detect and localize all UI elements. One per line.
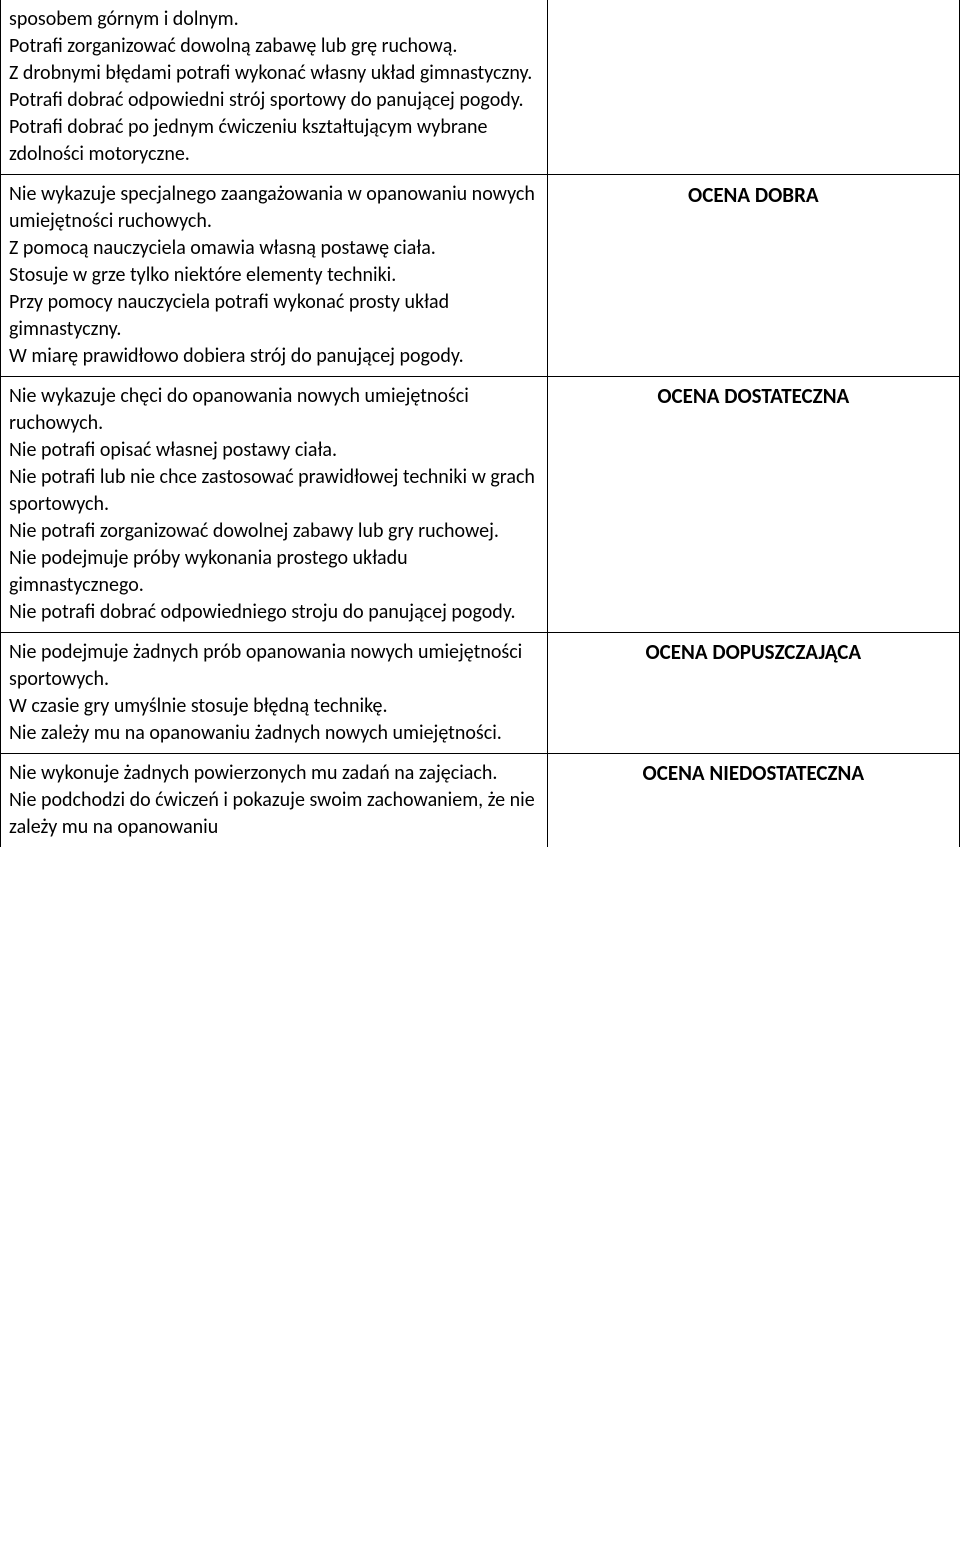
grade-label: OCENA DOSTATECZNA [556, 383, 951, 410]
grade-label: OCENA DOBRA [556, 181, 951, 209]
grade-label: OCENA DOPUSZCZAJĄCA [556, 639, 951, 666]
table-row: Nie wykazuje chęci do opanowania nowych … [1, 377, 960, 633]
table-row: sposobem górnym i dolnym. Potrafi zorgan… [1, 0, 960, 175]
grade-label: OCENA NIEDOSTATECZNA [556, 760, 951, 787]
criteria-text: Nie wykonuje żadnych powierzonych mu zad… [9, 760, 539, 841]
grading-table: sposobem górnym i dolnym. Potrafi zorgan… [0, 0, 960, 847]
criteria-cell: Nie wykazuje specjalnego zaangażowania w… [1, 175, 548, 377]
criteria-cell: Nie wykonuje żadnych powierzonych mu zad… [1, 754, 548, 848]
table-row: Nie podejmuje żadnych prób opanowania no… [1, 633, 960, 754]
criteria-cell: sposobem górnym i dolnym. Potrafi zorgan… [1, 0, 548, 175]
criteria-text: Nie podejmuje żadnych prób opanowania no… [9, 639, 539, 747]
criteria-cell: Nie wykazuje chęci do opanowania nowych … [1, 377, 548, 633]
criteria-text: sposobem górnym i dolnym. Potrafi zorgan… [9, 6, 539, 168]
grade-cell: OCENA DOBRA [547, 175, 959, 377]
criteria-text: Nie wykazuje chęci do opanowania nowych … [9, 383, 539, 626]
table-row: Nie wykazuje specjalnego zaangażowania w… [1, 175, 960, 377]
criteria-text: Nie wykazuje specjalnego zaangażowania w… [9, 181, 539, 370]
grade-cell [547, 0, 959, 175]
criteria-cell: Nie podejmuje żadnych prób opanowania no… [1, 633, 548, 754]
document-page: sposobem górnym i dolnym. Potrafi zorgan… [0, 0, 960, 847]
grade-cell: OCENA NIEDOSTATECZNA [547, 754, 959, 848]
grade-cell: OCENA DOSTATECZNA [547, 377, 959, 633]
grade-cell: OCENA DOPUSZCZAJĄCA [547, 633, 959, 754]
table-row: Nie wykonuje żadnych powierzonych mu zad… [1, 754, 960, 848]
